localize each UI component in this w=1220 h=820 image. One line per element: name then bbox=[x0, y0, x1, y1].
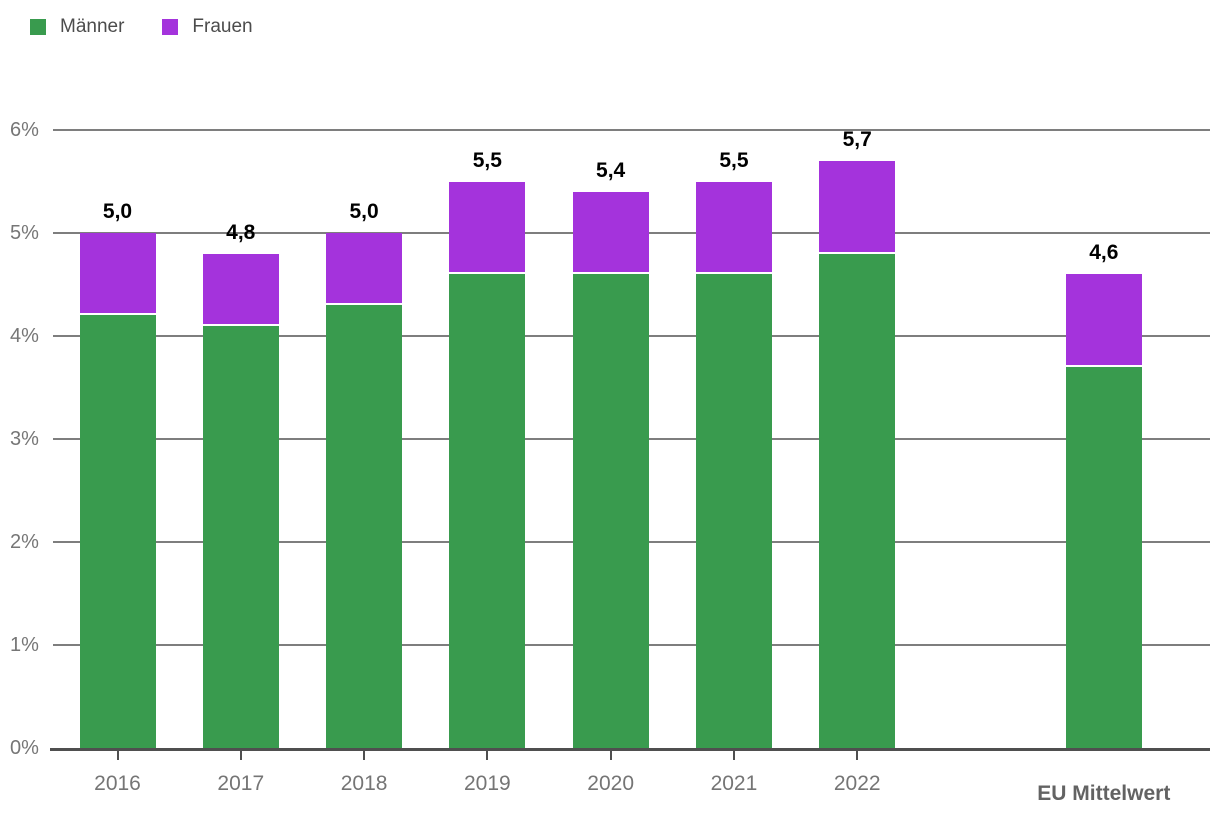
segment-divider bbox=[695, 272, 772, 275]
bar-segment-maenner bbox=[572, 274, 649, 748]
y-axis-label: 3% bbox=[10, 428, 39, 450]
bar-segment-frauen bbox=[326, 233, 403, 304]
bar-column bbox=[819, 160, 896, 748]
legend-label-maenner: Männer bbox=[60, 16, 125, 37]
legend-label-frauen: Frauen bbox=[192, 16, 253, 37]
axis-tick bbox=[856, 751, 859, 760]
bar-total-label: 5,4 bbox=[596, 158, 626, 182]
bar-column bbox=[202, 253, 279, 748]
bar-total-label: 5,0 bbox=[349, 200, 379, 223]
x-axis-label: 2018 bbox=[340, 772, 388, 795]
bar-segment-maenner bbox=[326, 305, 403, 748]
y-axis-label: 6% bbox=[10, 119, 39, 141]
bar-segment-frauen bbox=[449, 181, 526, 273]
bar-total-label: 5,5 bbox=[719, 148, 749, 172]
bar-segment-frauen bbox=[1065, 274, 1142, 365]
x-axis-label: 2020 bbox=[587, 772, 635, 795]
segment-divider bbox=[79, 313, 156, 316]
segment-divider bbox=[449, 272, 526, 275]
bar-total-label: 5,5 bbox=[472, 148, 502, 172]
bar-total-label: 4,8 bbox=[226, 220, 256, 244]
y-axis-label: 1% bbox=[10, 634, 39, 656]
axis-tick bbox=[486, 751, 489, 760]
axis-tick bbox=[609, 751, 612, 760]
axis-tick bbox=[732, 751, 735, 760]
x-axis-label: 2021 bbox=[710, 772, 758, 795]
bar-column bbox=[79, 233, 156, 748]
segment-divider bbox=[819, 251, 896, 254]
bar-column bbox=[695, 181, 772, 749]
bar-segment-maenner bbox=[819, 253, 896, 748]
x-axis-label-eu-mittelwert: EU Mittelwert bbox=[1037, 782, 1171, 805]
segment-divider bbox=[572, 272, 649, 275]
y-axis-label: 5% bbox=[10, 222, 39, 244]
bar-total-label: 5,0 bbox=[102, 200, 133, 223]
x-axis-label: 2017 bbox=[217, 772, 265, 795]
bar-segment-maenner bbox=[1065, 366, 1142, 748]
bar-segment-frauen bbox=[819, 160, 896, 252]
legend: Männer Frauen bbox=[30, 16, 253, 38]
bar-segment-maenner bbox=[695, 274, 772, 748]
gridline bbox=[53, 129, 1210, 131]
bar-column bbox=[1065, 274, 1142, 748]
bar-segment-frauen bbox=[202, 253, 279, 324]
y-axis-label: 4% bbox=[10, 325, 39, 347]
bar-total-label: 5,7 bbox=[842, 127, 872, 151]
x-axis-line bbox=[50, 748, 1210, 751]
x-axis-label: 2016 bbox=[94, 772, 141, 795]
bar-segment-frauen bbox=[695, 181, 772, 273]
bar-column bbox=[326, 233, 403, 748]
bar-segment-maenner bbox=[79, 315, 156, 748]
bar-total-label: 4,6 bbox=[1089, 241, 1119, 265]
frauen-swatch-icon bbox=[162, 19, 179, 35]
legend-item-frauen: Frauen bbox=[162, 16, 253, 38]
bar-column bbox=[449, 181, 526, 749]
segment-divider bbox=[1065, 364, 1142, 367]
x-axis-label: 2019 bbox=[464, 772, 511, 795]
axis-tick bbox=[363, 751, 366, 760]
axis-tick bbox=[239, 751, 242, 760]
y-axis-label: 2% bbox=[10, 531, 39, 553]
segment-divider bbox=[326, 303, 403, 306]
bar-segment-frauen bbox=[572, 191, 649, 273]
maenner-swatch-icon bbox=[30, 19, 46, 35]
bar-segment-maenner bbox=[202, 325, 279, 748]
segment-divider bbox=[202, 323, 279, 326]
bar-segment-maenner bbox=[449, 274, 526, 748]
axis-tick bbox=[116, 751, 119, 760]
y-axis-label: 0% bbox=[10, 737, 39, 759]
x-axis-label: 2022 bbox=[833, 772, 881, 795]
bar-column bbox=[572, 191, 649, 748]
legend-item-maenner: Männer bbox=[30, 16, 124, 38]
bar-segment-frauen bbox=[79, 233, 156, 314]
